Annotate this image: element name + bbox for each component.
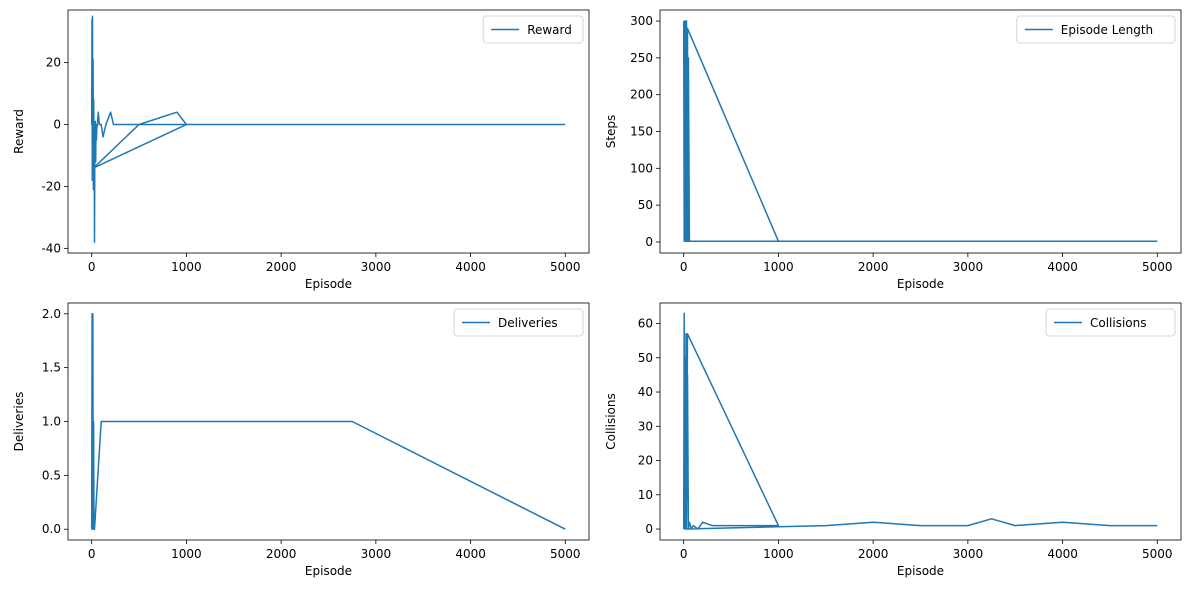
legend-label: Reward (527, 23, 572, 37)
series-line-collisions (682, 312, 1158, 530)
legend-box (453, 308, 584, 337)
y-axis-label: Deliveries (12, 392, 26, 452)
x-tick-label: 3000 (953, 260, 984, 274)
legend-label: Deliveries (498, 316, 558, 330)
x-tick-label: 4000 (1047, 260, 1078, 274)
y-tick-label: 150 (630, 125, 653, 139)
legend-deliveries: Deliveries (453, 308, 584, 337)
x-tick-label: 4000 (455, 547, 486, 561)
x-axis-label: Episode (305, 277, 352, 291)
y-tick-label: 0 (645, 522, 653, 536)
x-tick-label: 0 (88, 547, 96, 561)
x-tick-label: 1000 (763, 547, 794, 561)
x-tick-label: 1000 (171, 547, 202, 561)
y-axis-label: Steps (604, 115, 618, 149)
y-tick-label: 50 (638, 351, 653, 365)
chart-collisions: 0 1000 2000 3000 4000 5000 0 10 20 30 40 50 60 Episod… (604, 302, 1182, 578)
x-tick-label: 0 (680, 260, 688, 274)
plot-frame (659, 302, 1182, 541)
x-tick-label: 5000 (1142, 260, 1173, 274)
x-tick-label: 2000 (858, 547, 889, 561)
y-axis-label: Reward (12, 109, 26, 154)
y-tick-label: -40 (41, 241, 61, 255)
series-line-episode-length (682, 20, 1158, 242)
x-tick-label: 3000 (361, 547, 392, 561)
legend-reward: Reward (482, 15, 584, 44)
y-tick-label: 200 (630, 88, 653, 102)
series-line-reward (90, 15, 566, 243)
x-tick-label: 3000 (361, 260, 392, 274)
x-axis-label: Episode (897, 564, 944, 578)
x-tick-label: 3000 (953, 547, 984, 561)
chart-deliveries: 0 1000 2000 3000 4000 5000 0.0 0.5 1.0 1.5 2.0 Epis… (12, 302, 590, 578)
series-line-deliveries (90, 313, 566, 530)
x-tick-label: 2000 (266, 260, 297, 274)
y-tick-label: 100 (630, 161, 653, 175)
x-axis-label: Episode (897, 277, 944, 291)
y-tick-label: 40 (638, 385, 653, 399)
legend-box (1016, 15, 1176, 44)
x-tick-label: 5000 (550, 547, 581, 561)
y-tick-label: 0.5 (42, 468, 61, 482)
y-tick-label: 0.0 (42, 522, 61, 536)
legend-episode-length: Episode Length (1016, 15, 1176, 44)
x-tick-label: 2000 (266, 547, 297, 561)
legend-label: Collisions (1090, 316, 1147, 330)
x-tick-label: 4000 (1047, 547, 1078, 561)
x-tick-label: 5000 (1142, 547, 1173, 561)
y-tick-label: 0 (645, 235, 653, 249)
x-tick-label: 0 (680, 547, 688, 561)
y-tick-label: 300 (630, 14, 653, 28)
y-tick-label: 10 (638, 488, 653, 502)
y-tick-label: 50 (638, 198, 653, 212)
plot-frame (67, 9, 590, 254)
x-tick-label: 0 (88, 260, 96, 274)
chart-reward: 0 1000 2000 3000 4000 5000 -40 -20 0 20 Episode Rew… (12, 9, 590, 291)
legend-collisions: Collisions (1045, 308, 1176, 337)
y-tick-label: 1.0 (42, 415, 61, 429)
y-tick-label: 1.5 (42, 361, 61, 375)
x-tick-label: 1000 (171, 260, 202, 274)
y-tick-label: 30 (638, 419, 653, 433)
x-tick-label: 2000 (858, 260, 889, 274)
y-tick-label: 20 (46, 56, 61, 70)
y-tick-label: -20 (41, 179, 61, 193)
x-tick-label: 1000 (763, 260, 794, 274)
y-tick-label: 20 (638, 454, 653, 468)
y-tick-label: 2.0 (42, 307, 61, 321)
y-tick-label: 250 (630, 51, 653, 65)
chart-episode-length: 0 1000 2000 3000 4000 5000 0 50 100 150 200 250 300 E… (604, 9, 1182, 291)
y-axis-label: Collisions (604, 393, 618, 450)
y-tick-label: 0 (53, 118, 61, 132)
x-axis-label: Episode (305, 564, 352, 578)
legend-box (1045, 308, 1176, 337)
legend-box (482, 15, 584, 44)
legend-label: Episode Length (1061, 23, 1153, 37)
x-tick-label: 5000 (550, 260, 581, 274)
x-tick-label: 4000 (455, 260, 486, 274)
y-tick-label: 60 (638, 317, 653, 331)
